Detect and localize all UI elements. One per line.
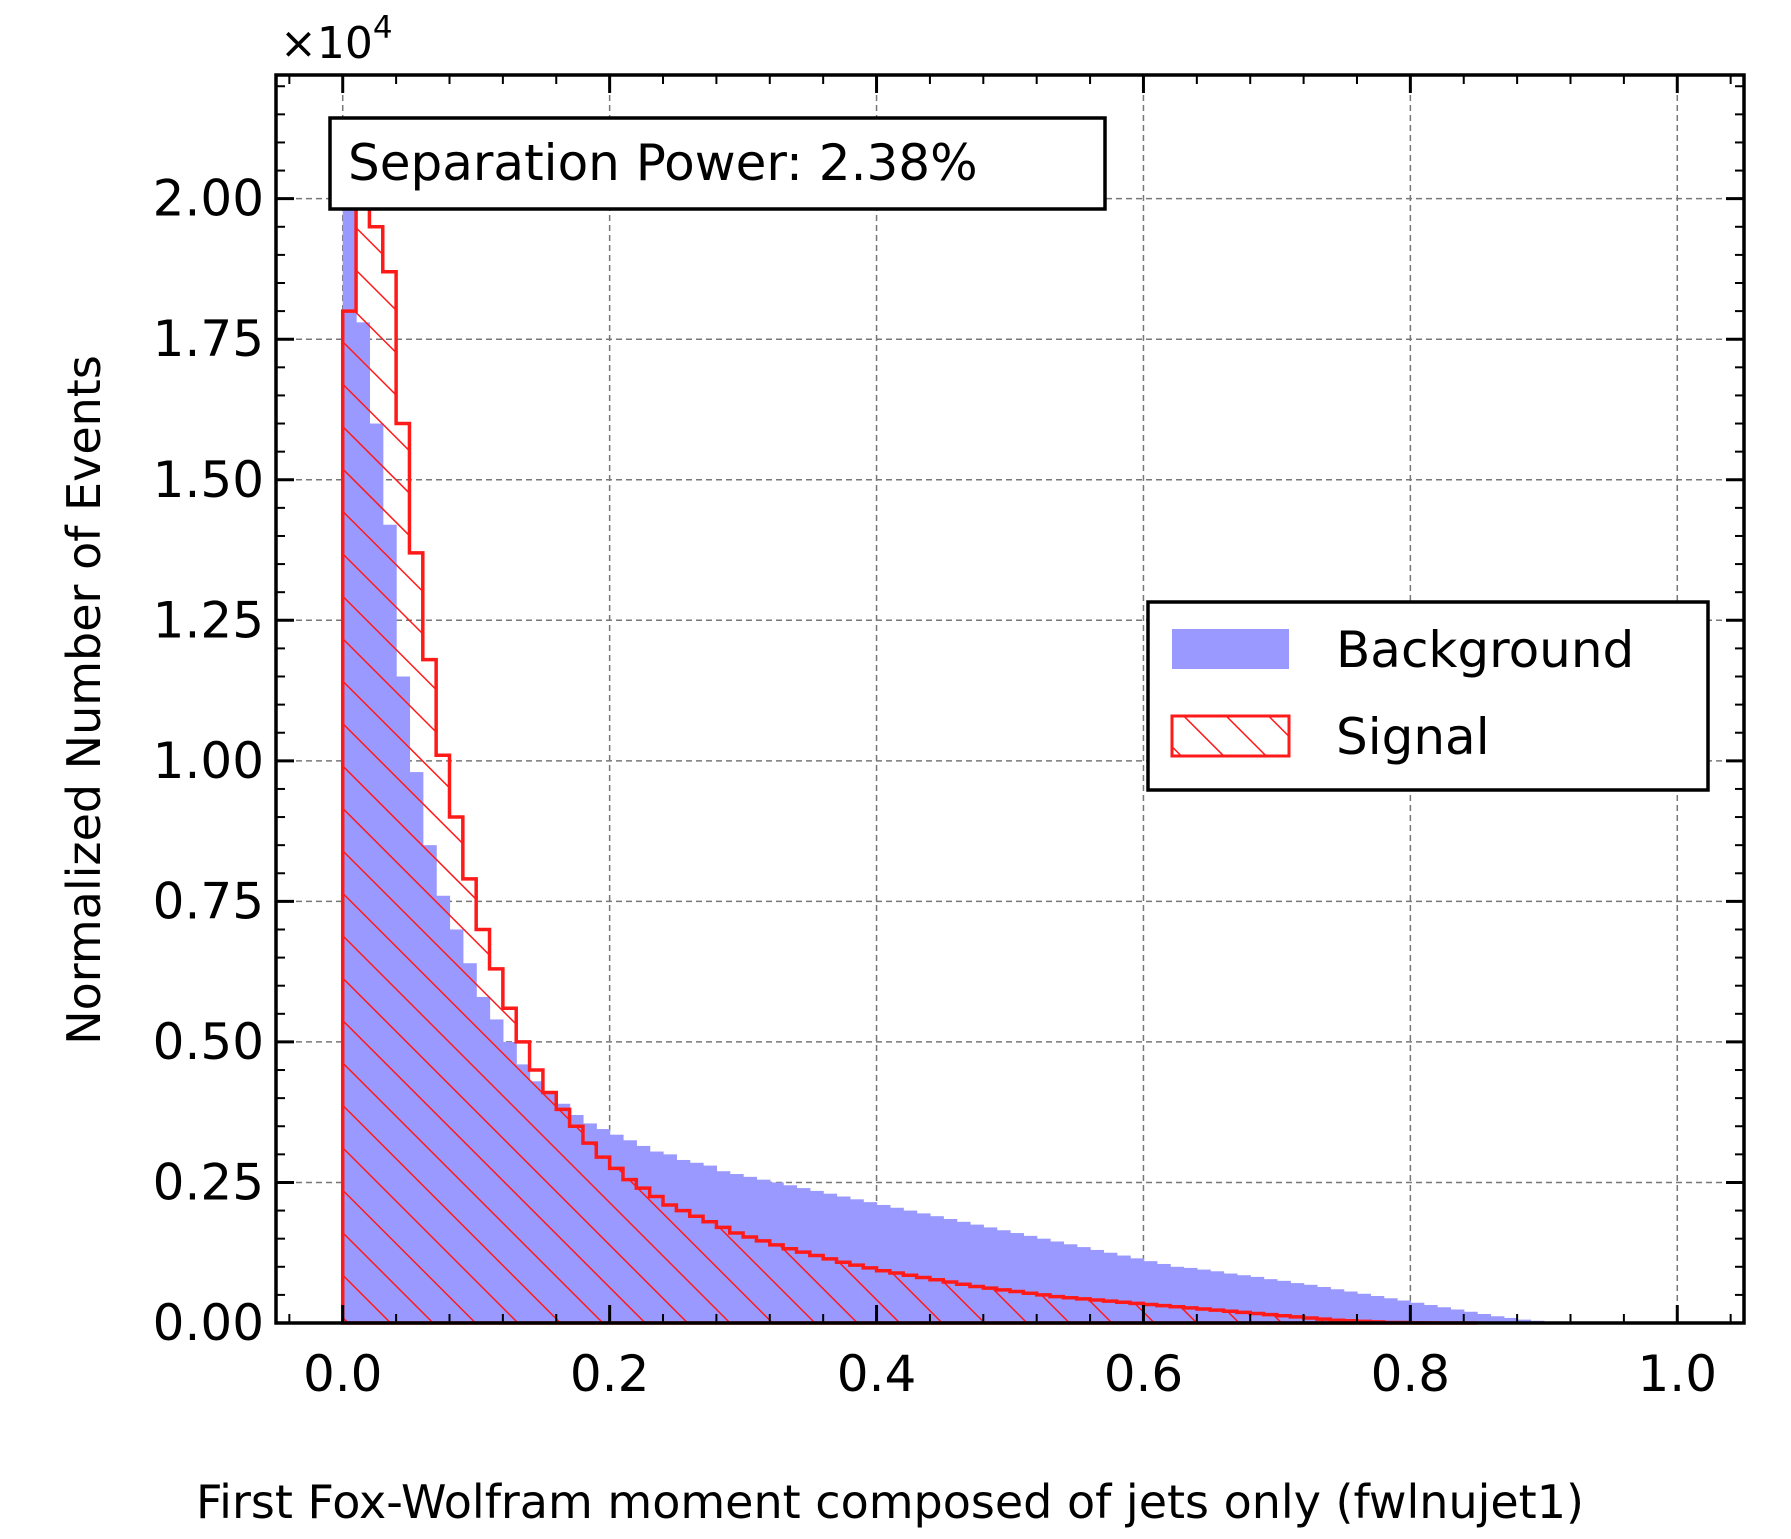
separation-power-box: Separation Power: 2.38% — [328, 116, 1107, 211]
background-bar — [1410, 1302, 1425, 1323]
separation-power-text: Separation Power: 2.38% — [348, 134, 978, 192]
x-tick-label: 0.8 — [1371, 1345, 1451, 1403]
y-tick-label: 1.25 — [153, 591, 264, 649]
x-tick-label: 0.0 — [303, 1345, 383, 1403]
background-bar — [1423, 1305, 1438, 1323]
y-multiplier: ×104 — [280, 10, 393, 69]
background-bar — [1490, 1316, 1505, 1323]
y-tick-label: 0.50 — [153, 1013, 264, 1071]
legend-label-background: Background — [1336, 621, 1634, 679]
legend-swatch-background — [1172, 629, 1289, 669]
y-multiplier-base: ×10 — [280, 18, 373, 69]
background-bar — [1330, 1289, 1345, 1323]
y-tick-label: 1.00 — [153, 732, 264, 790]
signal-outline — [340, 196, 1478, 1325]
background-bar — [1276, 1280, 1291, 1323]
x-tick-labels: 0.0 0.2 0.4 0.6 0.8 1.0 — [303, 1345, 1717, 1403]
background-bar — [1397, 1300, 1411, 1323]
background-bar — [1356, 1293, 1371, 1323]
background-bar — [1450, 1309, 1465, 1323]
legend: Background Signal — [1146, 600, 1710, 792]
background-bar — [1477, 1314, 1492, 1323]
y-tick-labels: 0.00 0.25 0.50 0.75 1.00 1.25 1.50 1.75 2.00 — [153, 170, 264, 1352]
signal-hatch-fill — [342, 198, 1478, 1324]
background-bar — [1290, 1283, 1305, 1323]
signal-histogram — [340, 196, 1478, 1325]
background-bar — [1250, 1276, 1265, 1323]
legend-label-signal: Signal — [1336, 708, 1490, 766]
background-bar — [1503, 1317, 1518, 1323]
background-bar — [1343, 1291, 1358, 1323]
x-tick-label: 0.6 — [1104, 1345, 1184, 1403]
background-bar — [1263, 1279, 1278, 1323]
y-tick-label: 0.75 — [153, 872, 264, 930]
y-tick-label: 2.00 — [153, 170, 264, 228]
legend-swatch-signal — [1170, 714, 1291, 758]
background-bar — [1316, 1287, 1331, 1323]
y-tick-label: 1.75 — [153, 310, 264, 368]
axes-frame — [274, 73, 1746, 1325]
x-axis-label: First Fox-Wolfram moment composed of jet… — [196, 1475, 1584, 1529]
y-axis-label: Normalized Number of Events — [57, 355, 111, 1045]
background-bar — [1463, 1311, 1478, 1323]
background-bar — [1383, 1298, 1398, 1323]
background-bar — [1437, 1307, 1451, 1323]
y-tick-label: 0.25 — [153, 1153, 264, 1211]
x-tick-label: 0.2 — [570, 1345, 650, 1403]
x-tick-label: 1.0 — [1638, 1345, 1718, 1403]
y-multiplier-exponent: 4 — [373, 10, 393, 46]
y-tick-label: 1.50 — [153, 451, 264, 509]
background-bar — [1303, 1284, 1318, 1323]
background-bar — [1370, 1296, 1385, 1323]
y-tick-label: 0.00 — [153, 1294, 264, 1352]
x-tick-label: 0.4 — [837, 1345, 917, 1403]
